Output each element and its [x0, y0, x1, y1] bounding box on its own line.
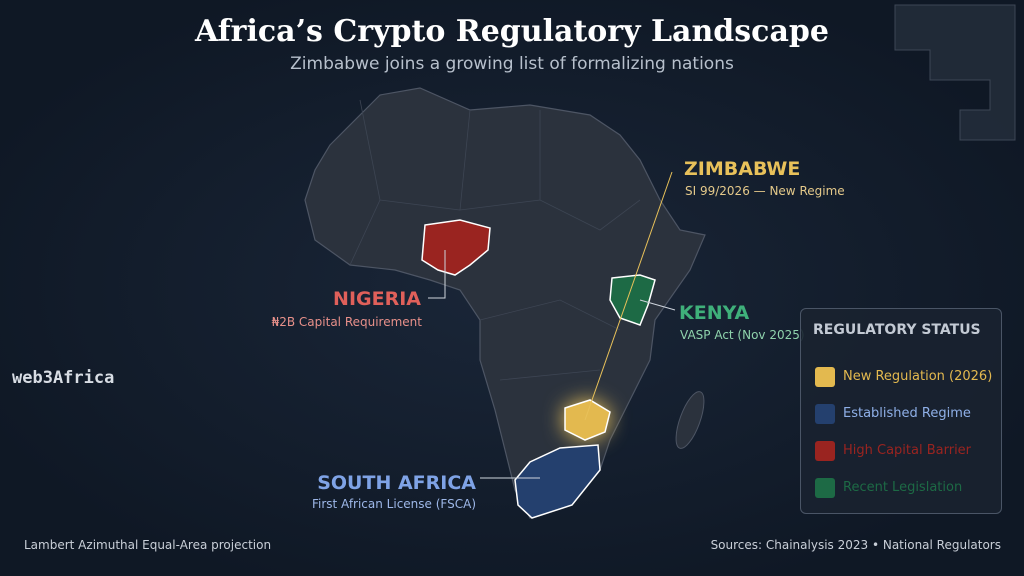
- callout-detail: SI 99/2026 — New Regime: [685, 184, 845, 198]
- zimbabwe: [564, 399, 611, 441]
- madagascar: [675, 391, 705, 449]
- watermark: web3Africa: [12, 368, 115, 388]
- callout-country: ZIMBABWE: [684, 158, 801, 180]
- legend-swatch: [815, 441, 835, 461]
- legend-label: High Capital Barrier: [843, 443, 972, 458]
- legend-label: Established Regime: [843, 406, 971, 421]
- legend-swatch: [815, 404, 835, 424]
- kenya: [609, 274, 656, 326]
- callout-detail: First African License (FSCA): [311, 497, 476, 511]
- leader-lines: [428, 171, 676, 479]
- legend-label: New Regulation (2026): [843, 369, 993, 384]
- legend-label: Recent Legislation: [843, 480, 963, 495]
- legend-swatch: [815, 478, 835, 498]
- subtitle: Zimbabwe joins a growing list of formali…: [290, 54, 734, 74]
- watermark-logo: [894, 4, 1016, 141]
- projection-note: Lambert Azimuthal Equal-Area projection: [24, 538, 272, 552]
- sources: Sources: Chainalysis 2023 • National Reg…: [710, 538, 1001, 552]
- legend-swatch: [815, 367, 835, 387]
- title: Africa’s Crypto Regulatory Landscape: [195, 14, 829, 49]
- borders: [349, 99, 641, 381]
- legend-title: REGULATORY STATUS: [813, 322, 981, 338]
- callout-country: KENYA: [679, 302, 750, 324]
- callout-country: SOUTH AFRICA: [317, 472, 476, 494]
- south-africa: [514, 444, 601, 519]
- nigeria: [421, 219, 491, 276]
- callout-country: NIGERIA: [333, 288, 421, 310]
- legend: REGULATORY STATUS New Regulation (2026) E…: [800, 308, 1002, 514]
- callout-detail: ₦2B Capital Requirement: [271, 315, 422, 329]
- callout-detail: VASP Act (Nov 2025): [680, 328, 805, 342]
